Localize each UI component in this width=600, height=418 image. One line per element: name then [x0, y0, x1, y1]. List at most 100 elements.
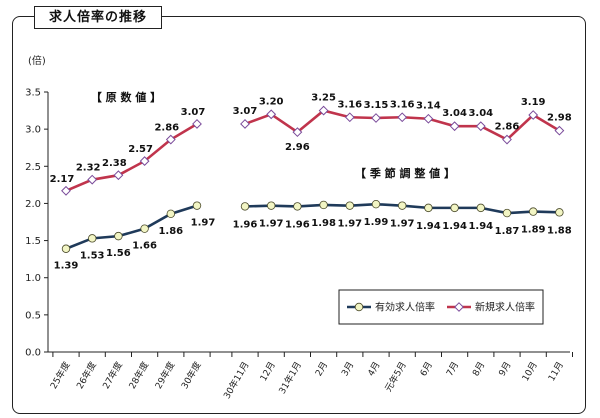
y-tick-label: 2.0 — [25, 199, 41, 210]
x-tick-label: 7月 — [444, 360, 461, 378]
data-point-circle — [192, 201, 202, 210]
y-tick-label: 0.0 — [25, 348, 41, 359]
section-label: 【 原 数 値 】 — [91, 90, 161, 104]
legend-marker-circle — [354, 302, 364, 312]
data-label: 1.97 — [337, 219, 362, 230]
data-label: 2.32 — [76, 163, 101, 174]
data-label: 1.99 — [364, 217, 389, 228]
x-tick-label: 12月 — [258, 360, 278, 383]
data-point-diamond — [113, 170, 124, 181]
data-point-diamond — [554, 125, 565, 136]
legend-box — [338, 289, 544, 325]
data-label: 3.04 — [468, 108, 493, 119]
data-label: 1.87 — [495, 226, 520, 237]
data-point-circle — [166, 209, 175, 219]
data-point-circle — [87, 234, 97, 243]
data-point-diamond — [87, 174, 98, 185]
data-point-diamond — [449, 121, 460, 132]
data-label: 1.39 — [54, 261, 79, 272]
data-point-circle — [476, 203, 485, 213]
data-label: 3.14 — [416, 101, 441, 112]
data-label: 3.16 — [390, 99, 415, 110]
data-label: 2.17 — [50, 174, 75, 185]
data-label: 2.38 — [102, 158, 127, 169]
legend-label: 新規求人倍率 — [475, 301, 535, 314]
data-point-circle — [345, 201, 354, 210]
y-tick-label: 0.5 — [25, 310, 41, 321]
data-label: 1.97 — [390, 219, 415, 230]
data-label: 1.66 — [132, 241, 157, 252]
data-point-circle — [140, 224, 149, 233]
series-line — [65, 204, 198, 250]
data-point-diamond — [423, 113, 434, 124]
x-tick-label: 26年度 — [74, 360, 99, 392]
data-point-diamond — [292, 127, 303, 138]
x-tick-label: 元年5月 — [382, 360, 409, 394]
x-tick-label: 11月 — [546, 360, 566, 383]
data-point-diamond — [318, 105, 329, 116]
data-point-diamond — [502, 134, 512, 145]
data-point-circle — [555, 208, 564, 217]
x-tick-label: 3月 — [340, 360, 357, 378]
legend-marker-diamond — [454, 302, 464, 312]
x-tick-label: 9月 — [497, 360, 514, 378]
data-label: 3.25 — [311, 93, 336, 104]
data-label: 1.98 — [311, 218, 336, 229]
data-point-diamond — [139, 156, 150, 166]
data-point-diamond — [61, 185, 71, 196]
data-point-circle — [424, 203, 433, 213]
data-label: 1.97 — [259, 219, 284, 230]
data-point-circle — [450, 203, 459, 213]
data-point-circle — [529, 207, 538, 216]
data-label: 3.07 — [181, 107, 206, 118]
data-label: 1.94 — [468, 221, 493, 232]
data-label: 1.53 — [80, 250, 105, 261]
data-label: 3.19 — [521, 97, 546, 108]
chart-frame — [12, 16, 586, 414]
x-tick-label: 4月 — [366, 360, 383, 378]
data-point-circle — [398, 201, 407, 210]
y-tick-label: 1.5 — [25, 236, 41, 247]
data-point-circle — [371, 199, 381, 209]
data-point-diamond — [192, 119, 202, 129]
data-label: 1.96 — [233, 219, 258, 230]
data-label: 3.20 — [259, 96, 284, 107]
data-label: 1.94 — [442, 221, 467, 232]
data-point-diamond — [165, 134, 176, 145]
section-label: 【 季 節 調 整 値 】 — [355, 166, 455, 180]
data-label: 3.16 — [337, 99, 362, 110]
x-tick-label: 28年度 — [126, 360, 151, 392]
data-label: 3.15 — [364, 100, 389, 111]
data-label: 1.97 — [191, 218, 216, 229]
y-tick-label: 3.5 — [25, 88, 41, 99]
data-point-circle — [319, 200, 328, 210]
y-unit-label: (倍) — [28, 54, 46, 67]
y-tick-label: 1.0 — [25, 273, 41, 284]
x-tick-label: 2月 — [313, 360, 330, 378]
data-point-circle — [293, 202, 302, 211]
x-tick-label: 27年度 — [100, 360, 125, 392]
chart-title: 求人倍率の推移 — [34, 6, 163, 29]
x-tick-label: 6月 — [418, 360, 435, 378]
data-point-diamond — [240, 119, 250, 129]
data-point-circle — [114, 231, 123, 241]
x-tick-label: 30年11月 — [221, 360, 252, 401]
y-tick-label: 3.0 — [25, 125, 41, 136]
x-tick-label: 25年度 — [47, 360, 72, 392]
data-label: 3.04 — [442, 108, 467, 119]
data-label: 3.07 — [233, 106, 258, 117]
data-point-circle — [240, 202, 250, 211]
x-tick-label: 8月 — [471, 360, 488, 378]
x-tick-label: 30年度 — [178, 360, 203, 392]
data-label: 1.88 — [547, 225, 572, 236]
data-point-diamond — [371, 113, 381, 123]
x-tick-label: 29年度 — [152, 360, 177, 392]
data-label: 2.86 — [154, 123, 179, 134]
data-label: 1.89 — [521, 225, 546, 236]
data-label: 2.98 — [547, 113, 572, 124]
data-point-diamond — [266, 109, 277, 120]
data-label: 2.86 — [495, 122, 520, 133]
data-point-circle — [502, 208, 512, 218]
y-tick-label: 2.5 — [25, 162, 41, 173]
